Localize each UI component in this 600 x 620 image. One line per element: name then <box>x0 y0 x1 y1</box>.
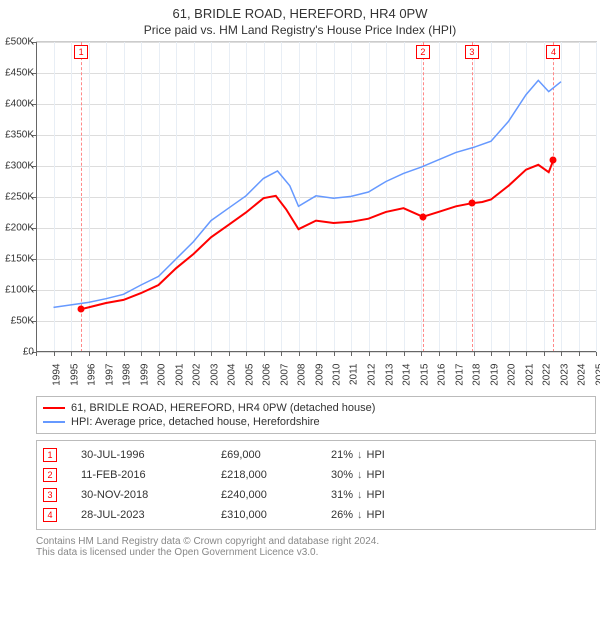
series-price_paid <box>81 160 553 309</box>
event-row-delta: 30% ↓ HPI <box>331 469 385 481</box>
chart-plot-area: £0£50K£100K£150K£200K£250K£300K£350K£400… <box>36 41 597 352</box>
y-axis-label: £300K <box>0 161 34 172</box>
events-table: 1 30-JUL-1996£69,00021% ↓ HPI 2 11-FEB-2016£2… <box>36 440 596 530</box>
x-axis-label: 2020 <box>506 364 517 386</box>
event-row-price: £240,000 <box>221 489 331 501</box>
x-axis-line <box>36 351 596 352</box>
event-row-badge: 1 <box>43 448 57 462</box>
event-row-date: 11-FEB-2016 <box>81 469 221 481</box>
event-row-badge: 2 <box>43 468 57 482</box>
x-axis-label: 2001 <box>174 364 185 386</box>
event-row-badge: 3 <box>43 488 57 502</box>
x-axis-label: 2013 <box>384 364 395 386</box>
event-row-price: £310,000 <box>221 509 331 521</box>
x-axis-label: 2010 <box>331 364 342 386</box>
legend-swatch <box>43 407 65 409</box>
y-axis-label: £150K <box>0 254 34 265</box>
x-axis-label: 2024 <box>576 364 587 386</box>
series-hpi <box>54 80 562 307</box>
chart-subtitle: Price paid vs. HM Land Registry's House … <box>0 21 600 41</box>
chart-lines-svg <box>36 42 596 352</box>
event-row-date: 30-NOV-2018 <box>81 489 221 501</box>
y-axis-label: £250K <box>0 192 34 203</box>
delta-compare: HPI <box>367 469 385 481</box>
x-axis-label: 1999 <box>139 364 150 386</box>
y-gridline <box>32 352 596 353</box>
event-row-delta: 21% ↓ HPI <box>331 449 385 461</box>
x-axis-label: 2011 <box>348 364 359 386</box>
x-axis-label: 2016 <box>436 364 447 386</box>
event-row: 1 30-JUL-1996£69,00021% ↓ HPI <box>43 445 589 465</box>
x-axis-label: 2015 <box>419 364 430 386</box>
footer: Contains HM Land Registry data © Crown c… <box>36 536 596 558</box>
legend-item: HPI: Average price, detached house, Here… <box>43 415 589 429</box>
x-axis-label: 2005 <box>244 364 255 386</box>
legend-label: HPI: Average price, detached house, Here… <box>71 416 320 428</box>
arrow-down-icon: ↓ <box>357 449 363 461</box>
footer-line-2: This data is licensed under the Open Gov… <box>36 547 596 558</box>
delta-compare: HPI <box>367 449 385 461</box>
y-axis-label: £350K <box>0 130 34 141</box>
delta-pct: 31% <box>331 489 353 501</box>
arrow-down-icon: ↓ <box>357 489 363 501</box>
y-axis-label: £500K <box>0 37 34 48</box>
y-axis-label: £50K <box>0 316 34 327</box>
x-axis-label: 2023 <box>559 364 570 386</box>
x-labels: 1994 1995 1996 1997 1998 1999 2000 2001 2002 2003… <box>36 354 596 394</box>
event-row-delta: 31% ↓ HPI <box>331 489 385 501</box>
x-axis-label: 2006 <box>261 364 272 386</box>
y-axis-label: £400K <box>0 99 34 110</box>
legend-swatch <box>43 421 65 423</box>
x-axis-label: 2019 <box>489 364 500 386</box>
event-row-date: 28-JUL-2023 <box>81 509 221 521</box>
x-axis-label: 1995 <box>69 364 80 386</box>
footer-line-1: Contains HM Land Registry data © Crown c… <box>36 536 596 547</box>
event-row: 2 11-FEB-2016£218,00030% ↓ HPI <box>43 465 589 485</box>
arrow-down-icon: ↓ <box>357 509 363 521</box>
x-axis-label: 2025 <box>594 364 600 386</box>
x-axis-label: 2008 <box>296 364 307 386</box>
delta-compare: HPI <box>367 489 385 501</box>
x-tick <box>596 352 597 356</box>
x-axis-label: 2009 <box>314 364 325 386</box>
chart-title: 61, BRIDLE ROAD, HEREFORD, HR4 0PW <box>0 0 600 21</box>
legend-label: 61, BRIDLE ROAD, HEREFORD, HR4 0PW (deta… <box>71 402 375 414</box>
event-row: 4 28-JUL-2023£310,00026% ↓ HPI <box>43 505 589 525</box>
x-axis-label: 2007 <box>279 364 290 386</box>
x-axis-label: 2018 <box>471 364 482 386</box>
x-axis-label: 2003 <box>209 364 220 386</box>
event-row: 3 30-NOV-2018£240,00031% ↓ HPI <box>43 485 589 505</box>
x-gridline <box>596 42 597 356</box>
x-axis-label: 2021 <box>524 364 535 386</box>
legend-box: 61, BRIDLE ROAD, HEREFORD, HR4 0PW (deta… <box>36 396 596 434</box>
y-axis-label: £450K <box>0 68 34 79</box>
delta-compare: HPI <box>367 509 385 521</box>
event-row-badge: 4 <box>43 508 57 522</box>
x-axis-label: 2014 <box>401 364 412 386</box>
x-axis-label: 1998 <box>121 364 132 386</box>
x-axis-label: 2017 <box>454 364 465 386</box>
y-axis-label: £100K <box>0 285 34 296</box>
event-row-date: 30-JUL-1996 <box>81 449 221 461</box>
delta-pct: 30% <box>331 469 353 481</box>
x-axis-label: 2000 <box>156 364 167 386</box>
x-axis-label: 2002 <box>191 364 202 386</box>
delta-pct: 21% <box>331 449 353 461</box>
delta-pct: 26% <box>331 509 353 521</box>
x-axis-label: 2022 <box>541 364 552 386</box>
x-axis-label: 1996 <box>86 364 97 386</box>
x-axis-label: 2004 <box>226 364 237 386</box>
arrow-down-icon: ↓ <box>357 469 363 481</box>
y-axis-label: £0 <box>0 347 34 358</box>
x-axis-label: 1994 <box>51 364 62 386</box>
x-axis-label: 2012 <box>366 364 377 386</box>
event-row-delta: 26% ↓ HPI <box>331 509 385 521</box>
y-axis-label: £200K <box>0 223 34 234</box>
house-price-chart: 61, BRIDLE ROAD, HEREFORD, HR4 0PW Price… <box>0 0 600 620</box>
event-row-price: £69,000 <box>221 449 331 461</box>
legend-item: 61, BRIDLE ROAD, HEREFORD, HR4 0PW (deta… <box>43 401 589 415</box>
event-row-price: £218,000 <box>221 469 331 481</box>
x-axis-label: 1997 <box>104 364 115 386</box>
y-axis-line <box>36 42 37 352</box>
